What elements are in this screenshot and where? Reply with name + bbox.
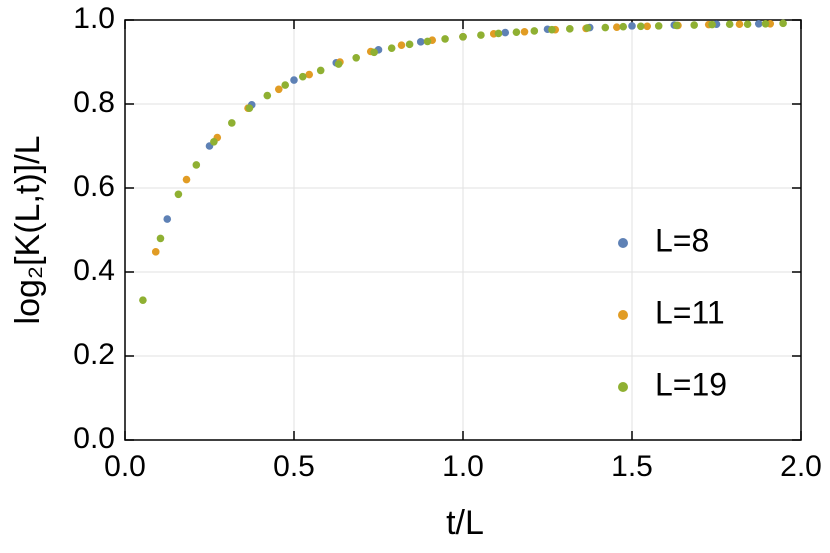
point bbox=[352, 54, 360, 62]
plot-frame bbox=[124, 19, 802, 441]
point bbox=[274, 85, 283, 94]
point bbox=[151, 248, 160, 256]
point bbox=[779, 19, 787, 28]
point bbox=[761, 19, 770, 28]
point bbox=[334, 60, 343, 68]
point bbox=[416, 38, 425, 46]
point bbox=[305, 70, 314, 79]
point bbox=[636, 22, 645, 31]
x-tick-label: 0.0 bbox=[104, 450, 146, 483]
point bbox=[477, 31, 485, 39]
y-tick-label: 0.4 bbox=[73, 254, 115, 287]
point bbox=[290, 76, 298, 84]
point bbox=[423, 37, 432, 46]
point bbox=[735, 20, 744, 29]
point bbox=[566, 25, 574, 33]
point bbox=[139, 296, 147, 304]
point bbox=[459, 33, 467, 41]
point bbox=[743, 20, 752, 29]
point bbox=[548, 25, 556, 34]
point bbox=[370, 48, 378, 57]
x-tick-label: 1.0 bbox=[442, 450, 484, 483]
y-tick-label: 0.0 bbox=[73, 422, 115, 455]
point bbox=[725, 20, 734, 29]
point bbox=[228, 119, 236, 127]
point bbox=[441, 35, 449, 43]
point bbox=[210, 138, 218, 146]
point bbox=[263, 91, 272, 100]
legend-marker bbox=[618, 238, 628, 248]
point bbox=[405, 40, 414, 49]
point bbox=[281, 81, 290, 89]
legend-marker bbox=[618, 382, 628, 392]
point bbox=[619, 22, 628, 31]
x-tick-label: 2.0 bbox=[780, 450, 822, 483]
point bbox=[192, 161, 201, 169]
point bbox=[397, 41, 406, 49]
y-tick-label: 0.2 bbox=[73, 338, 115, 371]
point bbox=[520, 27, 529, 36]
point bbox=[754, 19, 763, 28]
point bbox=[690, 21, 698, 29]
point bbox=[182, 175, 191, 184]
x-tick-label: 0.5 bbox=[273, 450, 315, 483]
y-axis-label: log₂[K(L,t)]/L bbox=[9, 136, 47, 325]
y-tick-label: 1.0 bbox=[73, 2, 115, 35]
point bbox=[156, 234, 165, 243]
point bbox=[174, 190, 183, 199]
point bbox=[708, 20, 716, 29]
point bbox=[163, 215, 172, 223]
point bbox=[628, 22, 636, 30]
point bbox=[654, 22, 663, 30]
point bbox=[612, 23, 621, 31]
legend-label: L=11 bbox=[655, 294, 725, 330]
legend-label: L=8 bbox=[655, 222, 709, 258]
point bbox=[530, 27, 539, 35]
point bbox=[512, 28, 521, 36]
x-tick-label: 1.5 bbox=[611, 450, 653, 483]
y-tick-label: 0.6 bbox=[73, 170, 115, 203]
point bbox=[501, 28, 510, 37]
legend-marker bbox=[618, 310, 628, 320]
point bbox=[245, 104, 254, 112]
x-axis-label: t/L bbox=[446, 504, 484, 542]
point bbox=[298, 72, 307, 81]
point bbox=[387, 44, 396, 52]
y-tick-label: 0.8 bbox=[73, 86, 115, 119]
point bbox=[672, 21, 681, 30]
point bbox=[583, 24, 592, 32]
point bbox=[494, 29, 503, 38]
legend-label: L=19 bbox=[655, 366, 727, 402]
point bbox=[643, 22, 652, 31]
point bbox=[601, 23, 610, 32]
point bbox=[316, 66, 325, 75]
